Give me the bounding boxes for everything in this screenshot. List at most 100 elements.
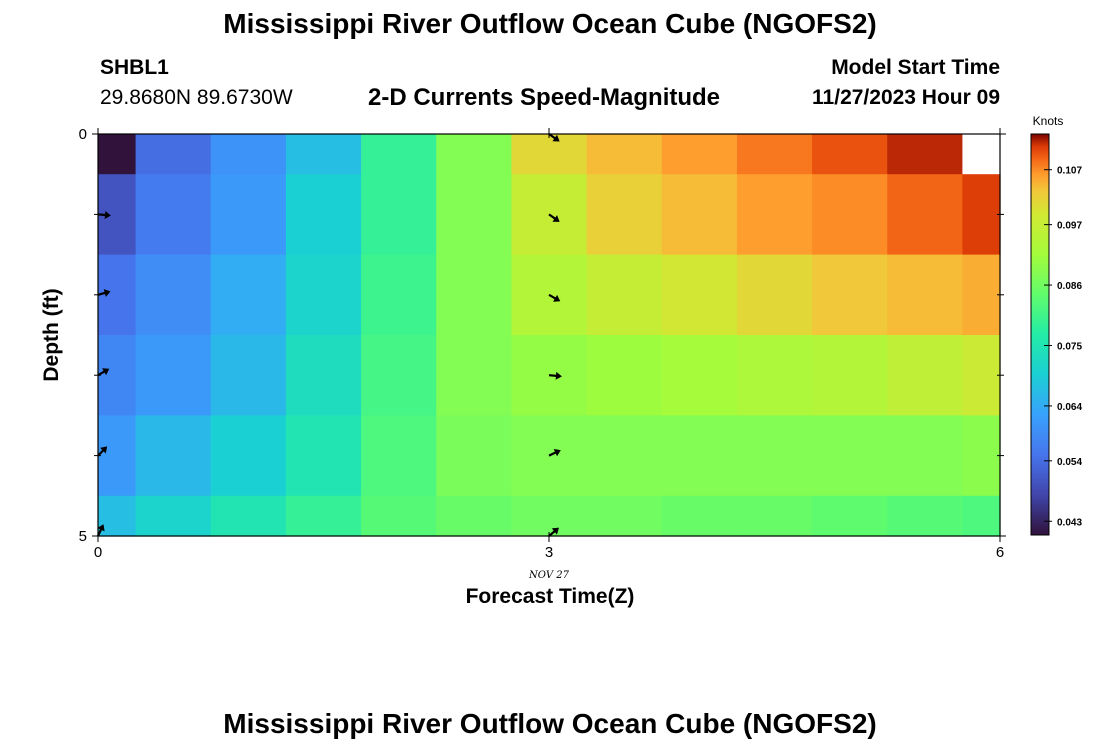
heatmap-cell (285, 495, 362, 537)
current-vector-arrow (548, 133, 560, 142)
colorbar-tick-label: 0.054 (1057, 457, 1082, 468)
heatmap-cell (511, 495, 588, 537)
heatmap-cell (210, 495, 287, 537)
heatmap-cell (361, 254, 437, 336)
heatmap-cell (98, 495, 137, 537)
heatmap-cell (812, 415, 888, 497)
heatmap-cell (887, 415, 964, 497)
heatmap-cell (962, 254, 1001, 336)
colorbar-gradient (1030, 133, 1050, 536)
y-tick-label: 5 (79, 528, 87, 545)
heatmap-cell (812, 134, 888, 175)
heatmap-cell (210, 174, 287, 256)
current-vector-arrow (548, 371, 562, 380)
current-vector-arrow (97, 524, 105, 537)
x-tick-label: 0 (94, 544, 102, 561)
colorbar-tick-label: 0.097 (1057, 221, 1082, 232)
heatmap-cell (98, 335, 137, 416)
x-tick-label: 3 (545, 544, 553, 561)
heatmap-cell (586, 174, 663, 256)
heatmap-cell (736, 335, 813, 416)
colorbar-tick-label: 0.075 (1057, 341, 1082, 352)
heatmap-cell (135, 415, 212, 497)
heatmap-cell (962, 174, 1001, 256)
heatmap-cell (661, 335, 738, 416)
heatmap-cell (887, 254, 964, 336)
heatmap-cell (736, 174, 813, 256)
heatmap-cell (812, 254, 888, 336)
x-date-label: NOV 27 (528, 570, 570, 581)
x-tick-label: 6 (996, 544, 1004, 561)
colorbar-tick-label: 0.107 (1057, 166, 1082, 177)
colorbar-tick-label: 0.043 (1057, 517, 1082, 528)
heatmap-cell (210, 254, 287, 336)
heatmap-cell (962, 415, 1001, 497)
heatmap-cell (210, 415, 287, 497)
colorbar: Knots 0.107 0.097 0.086 0.075 0.064 0.054 0.04… (1030, 114, 1082, 536)
heatmap-cell (361, 335, 437, 416)
heatmap-cell (887, 134, 964, 175)
page-title: Mississippi River Outflow Ocean Cube (NG… (223, 8, 877, 39)
heatmap-cell (887, 495, 964, 537)
plot-axes: 0 3 605 (79, 126, 1006, 561)
heatmap-cell (98, 254, 137, 336)
y-tick-label: 0 (79, 126, 87, 143)
heatmap-cell (812, 335, 888, 416)
heatmap-cell (98, 134, 137, 175)
station-id: SHBL1 (100, 56, 169, 79)
colorbar-tick-label: 0.086 (1057, 281, 1082, 292)
heatmap-cell (887, 174, 964, 256)
heatmap-cell (661, 495, 738, 537)
heatmap-cell (736, 134, 813, 175)
heatmap-cell (661, 415, 738, 497)
heatmap-cell (812, 495, 888, 537)
heatmap-cell (98, 415, 137, 497)
heatmap-cell (135, 174, 212, 256)
heatmap-cell (962, 335, 1001, 416)
heatmap-cell (361, 134, 437, 175)
heatmap-cells (98, 134, 1001, 537)
heatmap-cell (210, 134, 287, 175)
heatmap-cell (436, 254, 513, 336)
heatmap-cell (436, 335, 513, 416)
heatmap-cell (586, 495, 663, 537)
heatmap-cell (285, 174, 362, 256)
heatmap-cell (586, 134, 663, 175)
current-vector-arrow (548, 293, 561, 302)
model-start-value: 11/27/2023 Hour 09 (812, 86, 1000, 109)
heatmap-cell (361, 174, 437, 256)
heatmap-cell (736, 254, 813, 336)
x-axis-label: Forecast Time(Z) (465, 585, 635, 608)
footer-title: Mississippi River Outflow Ocean Cube (NG… (223, 708, 877, 739)
chart-subtitle: 2-D Currents Speed-Magnitude (368, 84, 721, 111)
current-vector-arrow (548, 527, 559, 537)
current-vector-arrow (97, 368, 110, 377)
current-vectors (97, 133, 562, 537)
heatmap-cell (135, 254, 212, 336)
colorbar-tick-label: 0.064 (1057, 402, 1082, 413)
heatmap-cell (285, 415, 362, 497)
heatmap-cell (586, 415, 663, 497)
heatmap-cell (436, 415, 513, 497)
model-start-label: Model Start Time (831, 56, 1000, 79)
heatmap-cell (436, 174, 513, 256)
heatmap-cell (285, 335, 362, 416)
current-vector-arrow (97, 446, 108, 457)
heatmap-cell (962, 495, 1001, 537)
station-coordinates: 29.8680N 89.6730W (100, 86, 293, 109)
heatmap-cell (285, 254, 362, 336)
heatmap-cell (736, 415, 813, 497)
heatmap-cell (361, 415, 437, 497)
current-vector-arrow (548, 213, 560, 222)
heatmap-cell (661, 254, 738, 336)
heatmap-cell (436, 495, 513, 537)
heatmap-cell (210, 335, 287, 416)
heatmap-cell (736, 495, 813, 537)
heatmap-cell (135, 495, 212, 537)
current-vector-arrow (548, 449, 561, 457)
heatmap-cell (586, 335, 663, 416)
heatmap-cell (361, 495, 437, 537)
heatmap-cell (812, 174, 888, 256)
heatmap-cell (661, 174, 738, 256)
